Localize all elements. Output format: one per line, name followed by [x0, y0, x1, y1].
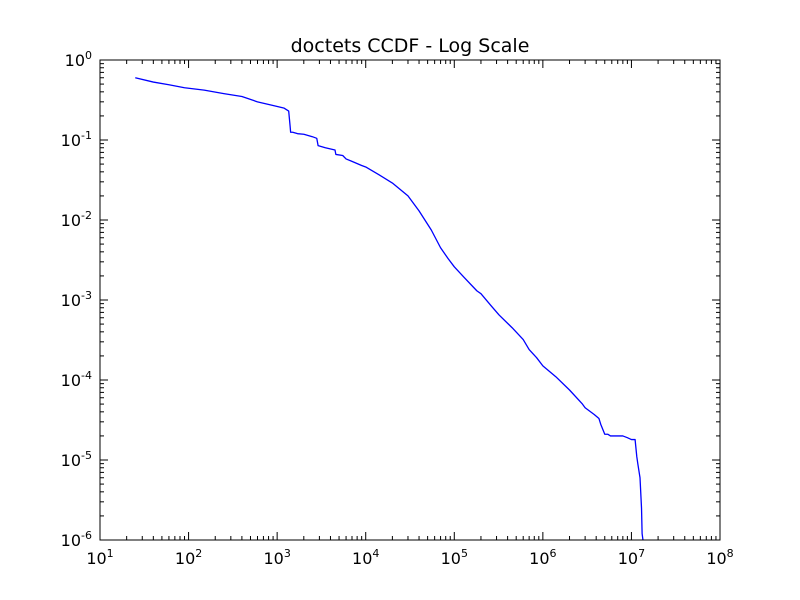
- y-tick-label: 10-3: [61, 289, 92, 310]
- y-tick-label-base: 10: [61, 371, 81, 390]
- y-tick-label-exponent: -3: [81, 289, 92, 302]
- x-tick-label-base: 10: [706, 549, 726, 568]
- y-tick-label: 10-1: [61, 129, 92, 150]
- y-tick-label-exponent: -2: [81, 209, 92, 222]
- y-tick-label: 10-4: [61, 369, 92, 390]
- plot-area: [135, 77, 644, 541]
- series-line-0: [135, 77, 644, 541]
- y-tick-label-base: 10: [61, 451, 81, 470]
- x-tick-label-base: 10: [86, 549, 106, 568]
- x-tick-label-exponent: 2: [195, 547, 202, 560]
- x-tick-label: 102: [175, 547, 202, 568]
- y-tick-label: 10-6: [61, 529, 92, 550]
- x-tick-label-base: 10: [529, 549, 549, 568]
- x-tick-label-exponent: 8: [727, 547, 734, 560]
- x-tick-label: 101: [86, 547, 113, 568]
- y-tick-label: 10-5: [61, 449, 92, 470]
- x-tick-label: 106: [529, 547, 556, 568]
- y-tick-label-base: 10: [61, 531, 81, 550]
- y-tick-label: 100: [65, 49, 92, 70]
- axis-ticks: 101 102 103 104 105 106 107 10810010-110-210-31…: [61, 49, 734, 568]
- x-tick-label: 105: [441, 547, 468, 568]
- y-tick-label: 10-2: [61, 209, 92, 230]
- x-tick-label-exponent: 1: [107, 547, 114, 560]
- y-tick-label-base: 10: [61, 211, 81, 230]
- x-tick-label-base: 10: [441, 549, 461, 568]
- x-tick-label-exponent: 7: [638, 547, 645, 560]
- x-tick-label-exponent: 3: [284, 547, 291, 560]
- x-tick-label-base: 10: [618, 549, 638, 568]
- y-tick-label-base: 10: [61, 291, 81, 310]
- y-tick-label-exponent: -6: [81, 529, 92, 542]
- x-tick-label-base: 10: [175, 549, 195, 568]
- chart-title: doctets CCDF - Log Scale: [291, 35, 530, 57]
- y-tick-label-exponent: 0: [85, 49, 92, 62]
- y-tick-label-exponent: -5: [81, 449, 92, 462]
- y-tick-label-base: 10: [61, 131, 81, 150]
- x-tick-label: 103: [263, 547, 290, 568]
- x-tick-label-exponent: 6: [550, 547, 557, 560]
- x-tick-label-base: 10: [352, 549, 372, 568]
- x-tick-label: 107: [618, 547, 645, 568]
- y-tick-label-exponent: -1: [81, 129, 92, 142]
- y-tick-label-base: 10: [65, 51, 85, 70]
- x-tick-label-base: 10: [263, 549, 283, 568]
- x-tick-label: 108: [706, 547, 733, 568]
- x-tick-label-exponent: 5: [461, 547, 468, 560]
- x-tick-label-exponent: 4: [372, 547, 379, 560]
- x-tick-label: 104: [352, 547, 379, 568]
- y-tick-label-exponent: -4: [81, 369, 92, 382]
